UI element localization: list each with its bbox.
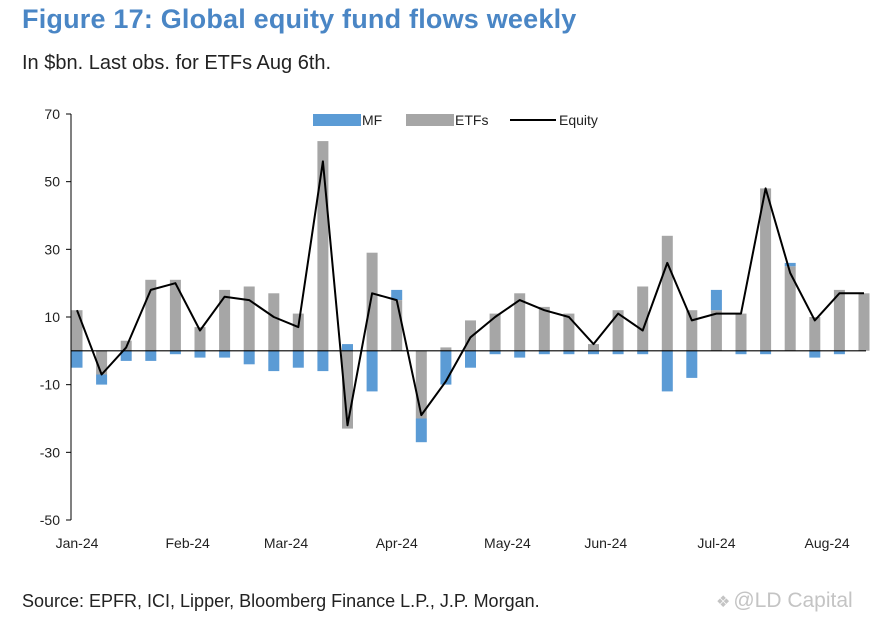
- mf-bar: [194, 350, 206, 358]
- mf-bar: [612, 350, 624, 355]
- legend-swatch-etfs: [406, 114, 454, 126]
- legend-label-mf: MF: [362, 112, 382, 128]
- etf-bar: [538, 306, 550, 351]
- mf-bar: [563, 350, 575, 355]
- mf-bar: [710, 289, 722, 311]
- mf-bar: [833, 350, 845, 355]
- x-tick-label: May-24: [484, 535, 531, 551]
- mf-bar: [637, 350, 649, 355]
- etf-bar: [219, 289, 231, 351]
- etf-bar: [858, 293, 870, 351]
- mf-bar: [465, 350, 476, 368]
- etf-bar: [465, 320, 476, 351]
- etf-bar: [710, 310, 722, 351]
- chart-subtitle: In $bn. Last obs. for ETFs Aug 6th.: [22, 52, 332, 74]
- etf-bar: [268, 293, 280, 351]
- etf-bar: [760, 188, 772, 351]
- etf-bar: [489, 313, 501, 351]
- x-tick-label: Feb-24: [165, 535, 210, 551]
- source-note: Source: EPFR, ICI, Lipper, Bloomberg Fin…: [22, 591, 540, 611]
- x-tick-label: Jun-24: [584, 535, 627, 551]
- etf-bar: [809, 317, 821, 351]
- y-tick-label: 30: [44, 241, 60, 257]
- mf-bar: [514, 350, 526, 358]
- etf-bar: [194, 327, 206, 351]
- mf-bar: [391, 289, 403, 300]
- mf-bar: [735, 350, 747, 355]
- legend-label-equity: Equity: [559, 112, 598, 128]
- bars-layer: [71, 141, 870, 443]
- axes-layer: 70 50 30 10 -10 -30 -50 Jan-24 Feb-24 Mar-24 Apr-2…: [40, 106, 866, 551]
- x-tick-label: Mar-24: [264, 535, 309, 551]
- etf-bar: [514, 293, 526, 351]
- etf-bar: [833, 289, 845, 351]
- mf-bar: [169, 350, 181, 355]
- mf-bar: [317, 350, 329, 372]
- etf-bar: [612, 310, 624, 351]
- etf-bar: [317, 141, 329, 351]
- watermark-logo-icon: ❖: [716, 594, 731, 611]
- etf-bar: [415, 350, 427, 419]
- etf-bar: [366, 252, 378, 351]
- etf-bar: [243, 286, 255, 351]
- x-tick-label: Apr-24: [376, 535, 418, 551]
- mf-bar: [219, 350, 231, 358]
- mf-bar: [686, 350, 698, 378]
- y-tick-label: -30: [40, 444, 60, 460]
- etf-bar: [71, 310, 83, 351]
- etf-bar: [96, 350, 108, 375]
- mf-bar: [588, 350, 599, 355]
- mf-bar: [489, 350, 501, 355]
- etf-bar: [735, 313, 747, 351]
- line-layer: [76, 160, 864, 427]
- y-tick-label: -50: [40, 512, 60, 528]
- mf-bar: [268, 350, 280, 372]
- etf-bar: [588, 344, 599, 351]
- etf-bar: [342, 350, 353, 429]
- x-tick-label: Jan-24: [56, 535, 99, 551]
- etf-bar: [637, 286, 649, 351]
- etf-bar: [292, 313, 304, 351]
- mf-bar: [809, 350, 821, 358]
- mf-bar: [760, 350, 772, 355]
- etf-bar: [563, 313, 575, 351]
- etf-bar: [145, 279, 157, 351]
- etf-bar: [440, 347, 452, 351]
- mf-bar: [784, 262, 796, 267]
- mf-bar: [342, 344, 353, 351]
- x-tick-label: Aug-24: [805, 535, 850, 551]
- y-tick-label: 50: [44, 174, 60, 190]
- mf-bar: [366, 350, 378, 392]
- mf-bar: [71, 350, 83, 368]
- etf-bar: [784, 266, 796, 351]
- mf-bar: [145, 350, 157, 361]
- y-tick-label: -10: [40, 377, 60, 393]
- mf-bar: [292, 350, 304, 368]
- chart-title: Figure 17: Global equity fund flows week…: [22, 4, 577, 34]
- mf-bar: [415, 418, 427, 443]
- etf-bar: [661, 235, 673, 351]
- etf-bar: [391, 300, 403, 351]
- watermark: ❖ @LD Capital: [716, 589, 853, 613]
- mf-bar: [120, 350, 132, 361]
- y-tick-label: 70: [44, 106, 60, 122]
- etf-bar: [686, 310, 698, 351]
- mf-bar: [243, 350, 255, 365]
- legend-label-etfs: ETFs: [455, 112, 488, 128]
- legend: MF ETFs Equity: [313, 112, 598, 128]
- mf-bar: [440, 350, 452, 385]
- x-tick-label: Jul-24: [697, 535, 735, 551]
- equity-line: [76, 160, 864, 427]
- etf-bar: [169, 279, 181, 351]
- mf-bar: [661, 350, 673, 392]
- mf-bar: [96, 374, 108, 385]
- y-tick-label: 10: [44, 309, 60, 325]
- mf-bar: [538, 350, 550, 355]
- watermark-text: @LD Capital: [733, 589, 853, 612]
- legend-swatch-mf: [313, 114, 361, 126]
